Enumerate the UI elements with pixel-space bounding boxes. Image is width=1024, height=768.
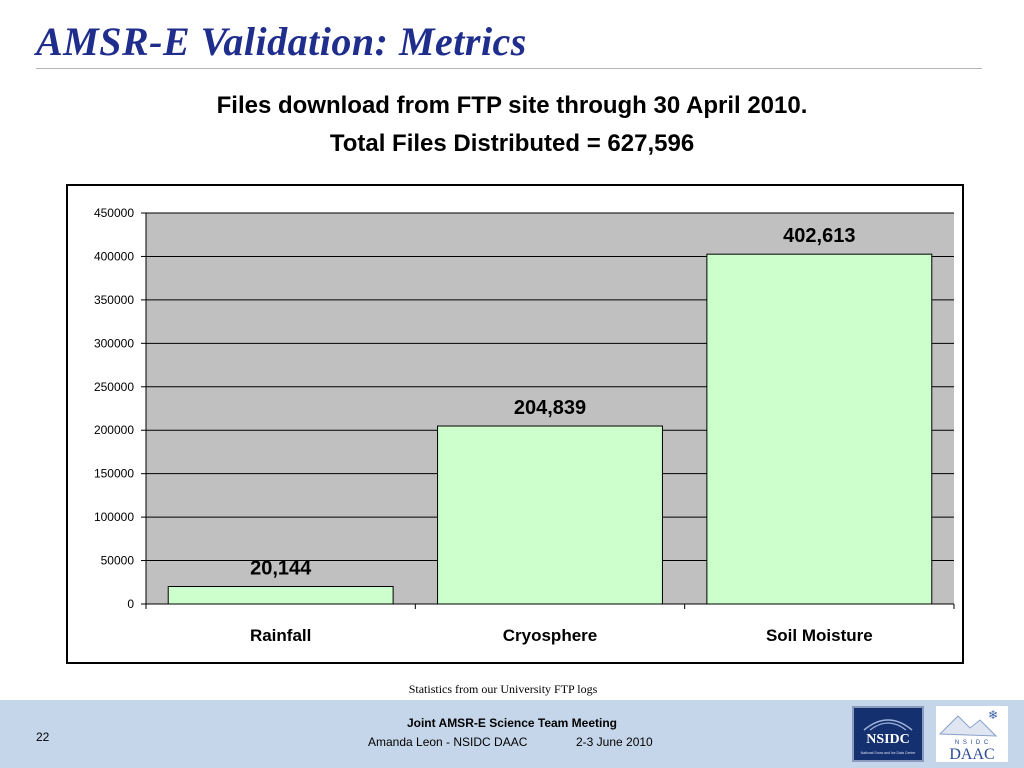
bar-cryosphere: [437, 425, 663, 605]
daac-logo: ❄ N S I D C DAAC: [936, 706, 1008, 763]
y-tick-label: 150000: [94, 467, 134, 481]
bar-rainfall: [167, 585, 394, 605]
title-divider: [36, 68, 982, 69]
chart-frame: 0 50000 100000 150000 200000 250000 300000 3500…: [66, 184, 964, 664]
y-tick-label: 200000: [94, 423, 134, 437]
snowflake-icon: ❄: [988, 708, 998, 722]
footer-meeting-title: Joint AMSR-E Science Team Meeting: [406, 716, 618, 730]
y-tick-label: 350000: [94, 293, 134, 307]
chart-headline-line1: Files download from FTP site through 30 …: [216, 92, 808, 119]
data-label: 20,144: [250, 557, 312, 579]
y-tick-label: 250000: [94, 380, 134, 394]
page-number: 22: [36, 730, 50, 744]
data-label: 402,613: [783, 225, 855, 247]
x-category-label: Soil Moisture: [766, 626, 873, 645]
y-tick-label: 100000: [94, 510, 134, 524]
y-tick-label: 400000: [94, 249, 134, 263]
footer-date: 2-3 June 2010: [576, 735, 653, 749]
y-tick-label: 300000: [94, 336, 134, 350]
y-tick-label: 450000: [94, 206, 134, 220]
nsidc-logo-text: NSIDC: [866, 732, 910, 747]
nsidc-logo: NSIDC National Snow and Ice Data Center: [852, 706, 924, 762]
x-category-label: Rainfall: [250, 626, 311, 645]
footer-presenter: Amanda Leon - NSIDC DAAC: [368, 735, 528, 749]
chart-headline-line2: Total Files Distributed = 627,596: [329, 130, 695, 157]
data-label: 204,839: [514, 397, 586, 419]
bar-chart: 0 50000 100000 150000 200000 250000 300000 3500…: [94, 206, 955, 645]
chart-caption: Statistics from our University FTP logs: [408, 682, 598, 696]
y-tick-label: 0: [127, 597, 134, 611]
slide-title: AMSR-E Validation: Metrics: [36, 19, 527, 64]
daac-logo-subtext: N S I D C: [955, 740, 989, 746]
daac-logo-text: DAAC: [949, 746, 994, 762]
footer-bar: 22 Joint AMSR-E Science Team Meeting Ama…: [0, 700, 1024, 768]
bar-soil-moisture: [706, 253, 933, 605]
y-tick-label: 50000: [101, 554, 135, 568]
nsidc-logo-subtext: National Snow and Ice Data Center: [861, 751, 917, 755]
x-category-label: Cryosphere: [503, 626, 597, 645]
